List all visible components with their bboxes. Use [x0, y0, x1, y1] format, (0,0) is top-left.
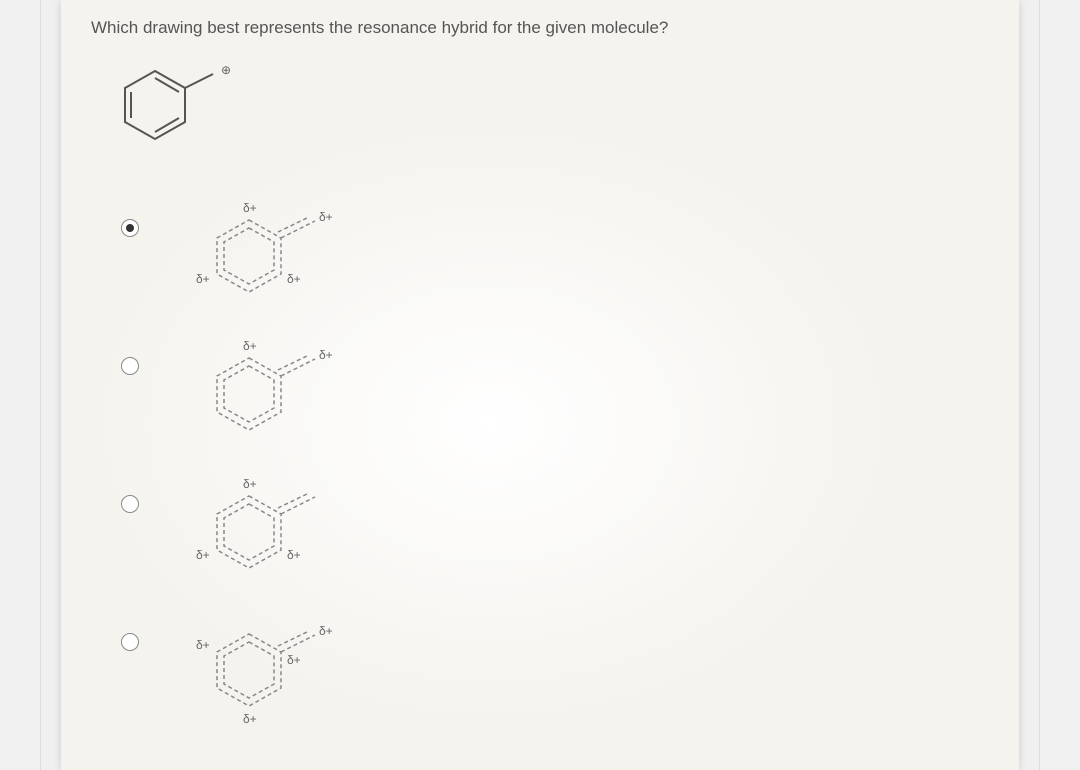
- delta-ortho1: δ+: [287, 272, 301, 286]
- delta-meta1: δ+: [196, 548, 210, 562]
- delta-ipso: δ+: [243, 477, 257, 491]
- delta-meta2: δ+: [287, 548, 301, 562]
- option-c-diagram: δ+ δ+ δ+: [169, 471, 389, 601]
- question-text: Which drawing best represents the resona…: [91, 18, 995, 38]
- page-background: Which drawing best represents the resona…: [0, 0, 1080, 770]
- radio-b[interactable]: [121, 357, 139, 375]
- radio-a[interactable]: [121, 219, 139, 237]
- delta-exo: δ+: [319, 210, 333, 224]
- delta-ipso: δ+: [243, 339, 257, 353]
- option-a[interactable]: δ+ δ+ δ+ δ+: [121, 195, 995, 325]
- content-column: Which drawing best represents the resona…: [40, 0, 1040, 770]
- given-molecule: ⊕: [105, 56, 995, 181]
- delta-ipso: δ+: [243, 201, 257, 215]
- option-a-diagram: δ+ δ+ δ+ δ+: [169, 195, 389, 325]
- delta-exo: δ+: [319, 624, 333, 638]
- question-card: Which drawing best represents the resona…: [61, 0, 1019, 770]
- option-c[interactable]: δ+ δ+ δ+: [121, 471, 995, 601]
- option-b[interactable]: δ+ δ+: [121, 333, 995, 463]
- option-d-diagram: δ+ δ+ δ+ δ+: [169, 609, 389, 749]
- delta-ortho1: δ+: [287, 653, 301, 667]
- option-b-diagram: δ+ δ+: [169, 333, 389, 463]
- delta-para: δ+: [243, 712, 257, 726]
- svg-text:⊕: ⊕: [221, 63, 231, 77]
- radio-c[interactable]: [121, 495, 139, 513]
- delta-ortho2: δ+: [196, 638, 210, 652]
- radio-d[interactable]: [121, 633, 139, 651]
- delta-ortho2: δ+: [196, 272, 210, 286]
- option-d[interactable]: δ+ δ+ δ+ δ+: [121, 609, 995, 749]
- delta-exo: δ+: [319, 348, 333, 362]
